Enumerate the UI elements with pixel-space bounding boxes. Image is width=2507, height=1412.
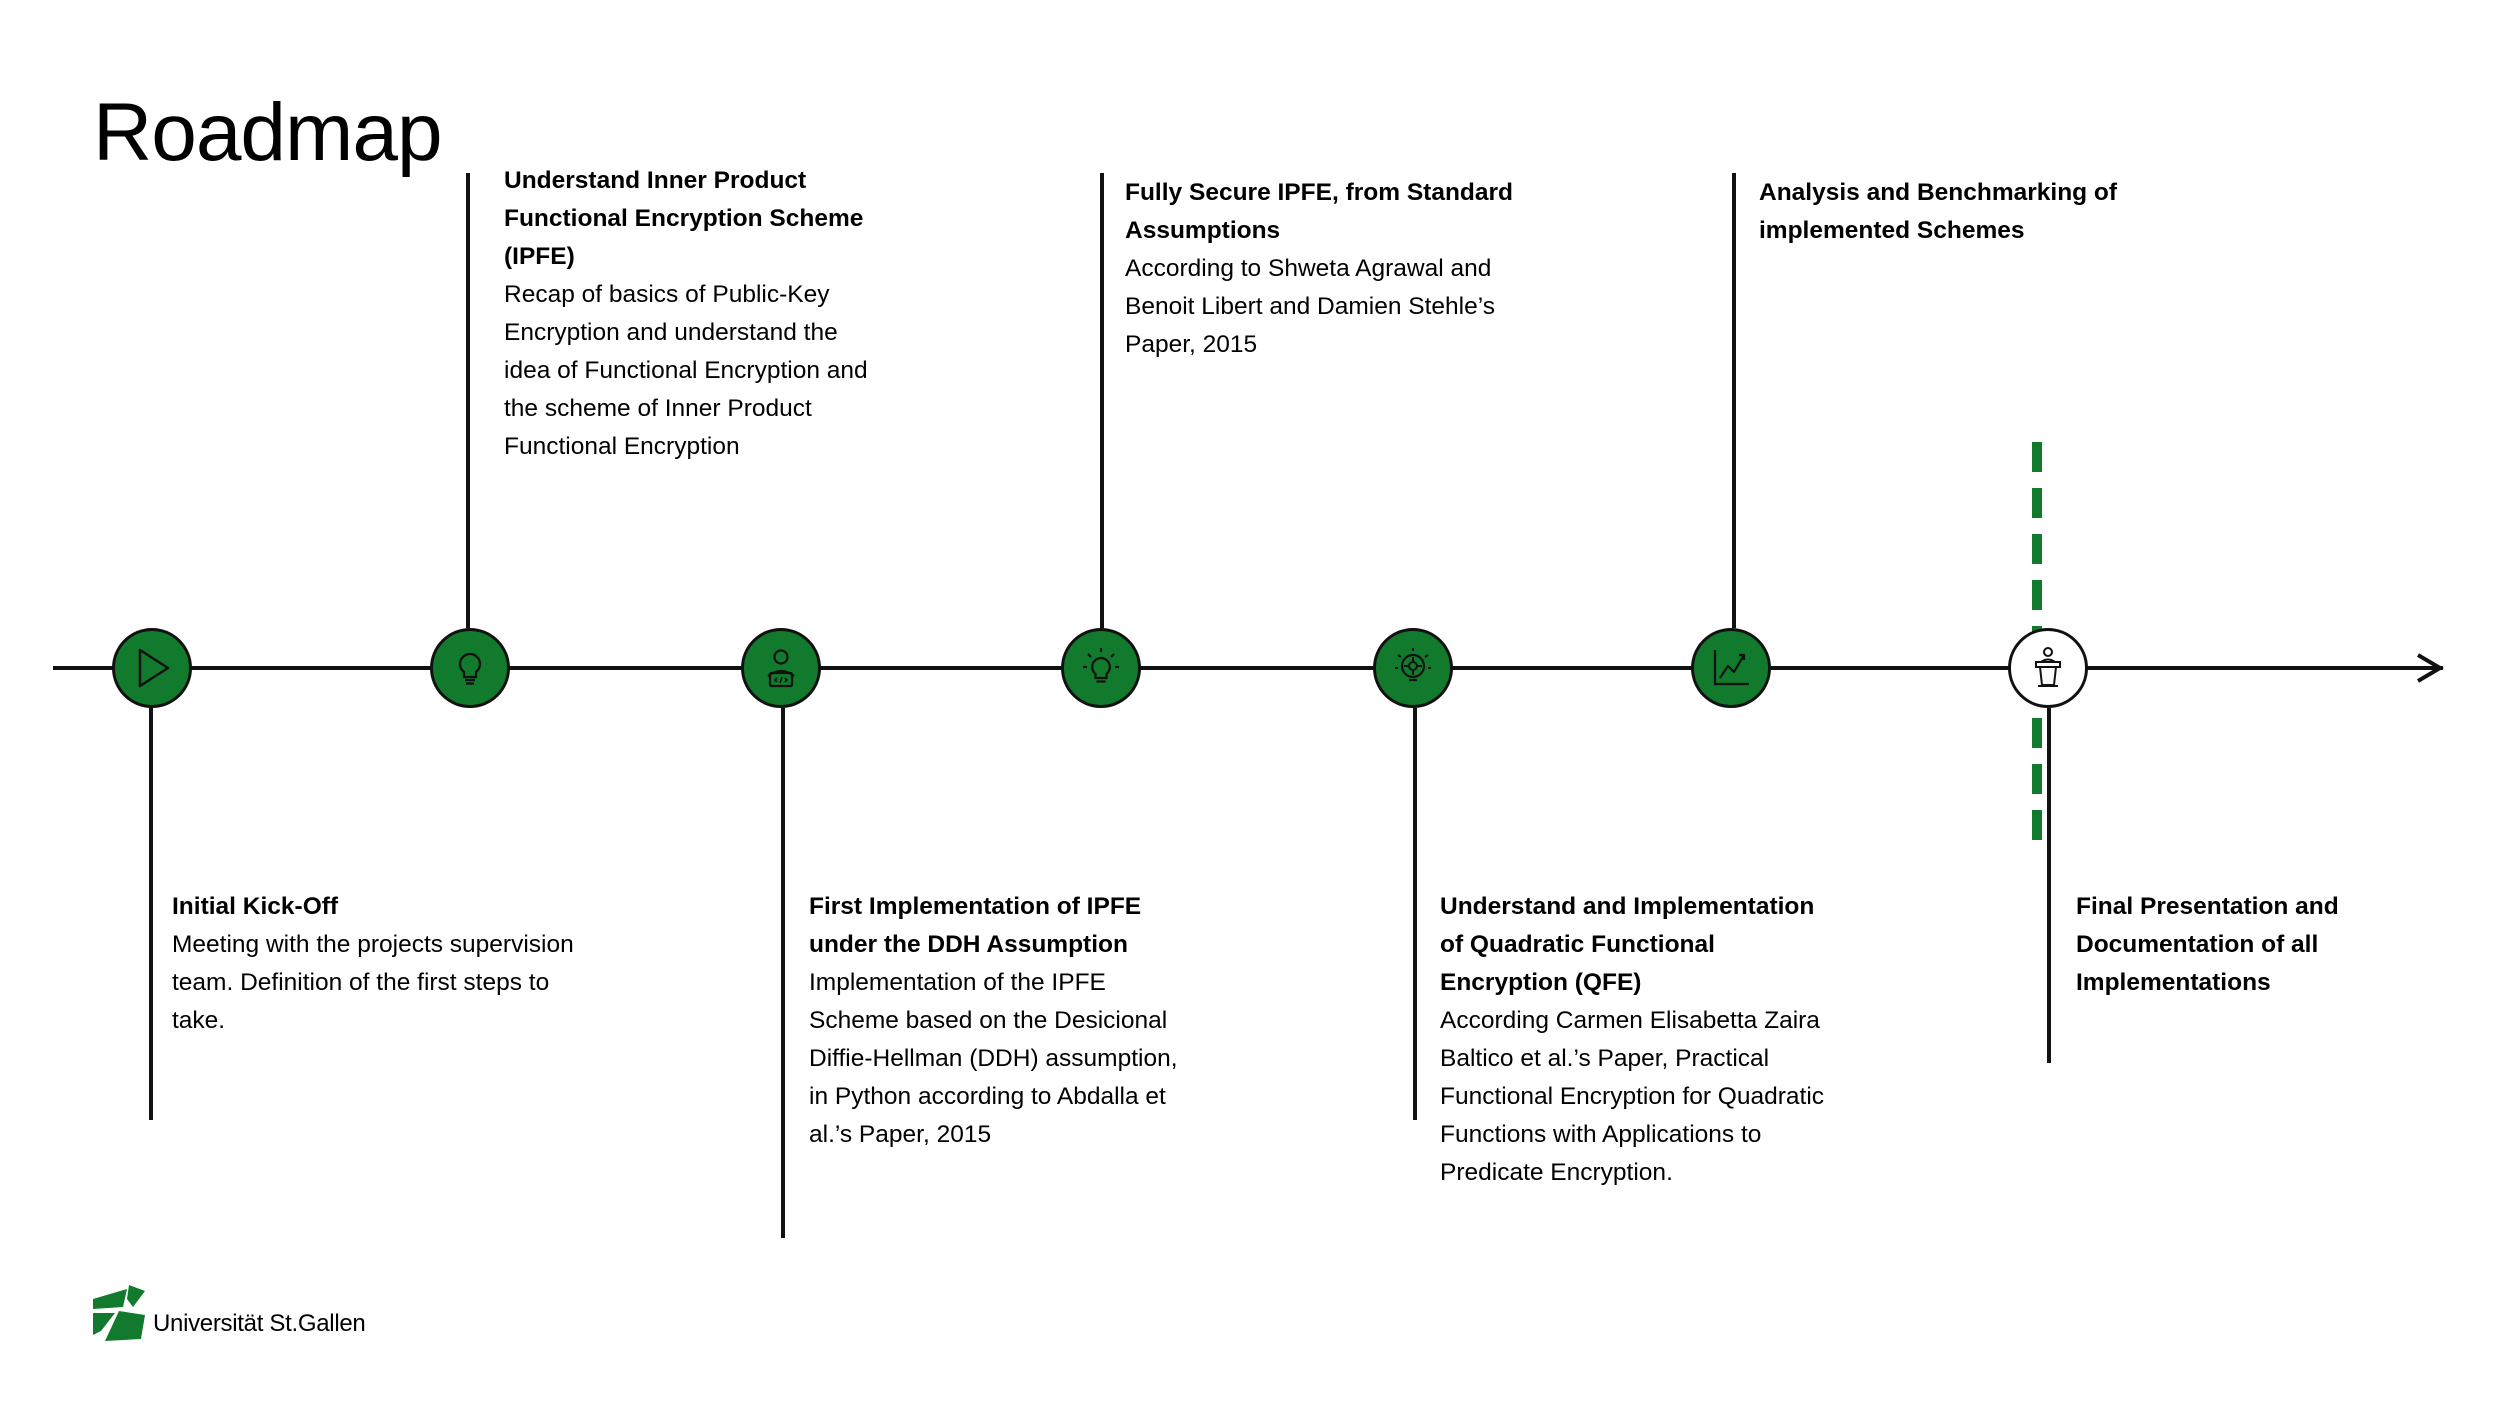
milestone-6-text: Analysis and Benchmarking of implemented… — [1759, 174, 2159, 250]
idea-lightbulb-icon — [1083, 648, 1119, 683]
milestone-5-stem — [1413, 708, 1417, 1120]
timeline-arrow-icon — [2416, 653, 2444, 683]
milestone-1-description: Meeting with the projects supervision te… — [172, 931, 574, 1034]
milestone-7-stem — [2047, 708, 2051, 1063]
milestone-6-stem — [1732, 173, 1736, 628]
milestone-4-stem — [1100, 173, 1104, 628]
milestone-1-heading: Initial Kick-Off — [172, 893, 339, 920]
milestone-3-marker — [741, 628, 821, 708]
milestone-7-text: Final Presentation and Documentation of … — [2076, 888, 2396, 1002]
milestone-4-description: According to Shweta Agrawal and Benoit L… — [1125, 255, 1496, 358]
timeline-axis — [53, 666, 2443, 670]
university-logo: Universität St.Gallen — [93, 1285, 366, 1343]
gear-bulb-icon — [1395, 648, 1431, 682]
milestone-4-marker — [1061, 628, 1141, 708]
milestone-5-heading: Understand and Implementation of Quadrat… — [1440, 893, 1815, 996]
slide-title: Roadmap — [93, 87, 443, 178]
milestone-2-text: Understand Inner Product Functional Encr… — [504, 162, 884, 466]
milestone-5-text: Understand and Implementation of Quadrat… — [1440, 888, 1840, 1192]
university-name: Universität St.Gallen — [153, 1310, 366, 1337]
line-chart-icon — [1713, 650, 1749, 686]
milestone-6-heading: Analysis and Benchmarking of implemented… — [1759, 179, 2118, 244]
developer-icon — [767, 649, 795, 688]
milestone-3-stem — [781, 708, 785, 1238]
milestone-4-text: Fully Secure IPFE, from Standard Assumpt… — [1125, 174, 1525, 364]
milestone-2-heading: Understand Inner Product Functional Encr… — [504, 167, 864, 270]
milestone-3-heading: First Implementation of IPFE under the D… — [809, 893, 1142, 958]
milestone-7-marker — [2008, 628, 2088, 708]
milestone-6-marker — [1691, 628, 1771, 708]
milestone-2-marker — [430, 628, 510, 708]
milestone-2-stem — [466, 173, 470, 628]
milestone-1-stem — [149, 708, 153, 1120]
milestone-3-description: Implementation of the IPFE Scheme based … — [809, 969, 1178, 1148]
milestone-2-description: Recap of basics of Public-Key Encryption… — [504, 281, 868, 460]
lightbulb-icon — [458, 652, 482, 685]
hsg-logo-icon — [93, 1285, 145, 1341]
play-icon — [138, 648, 170, 688]
milestone-5-marker — [1373, 628, 1453, 708]
milestone-1-marker — [112, 628, 192, 708]
podium-icon — [2035, 647, 2061, 687]
milestone-4-heading: Fully Secure IPFE, from Standard Assumpt… — [1125, 179, 1514, 244]
milestone-7-heading: Final Presentation and Documentation of … — [2076, 893, 2339, 996]
milestone-3-text: First Implementation of IPFE under the D… — [809, 888, 1199, 1154]
milestone-5-description: According Carmen Elisabetta Zaira Baltic… — [1440, 1007, 1825, 1186]
milestone-1-text: Initial Kick-Off Meeting with the projec… — [172, 888, 592, 1040]
